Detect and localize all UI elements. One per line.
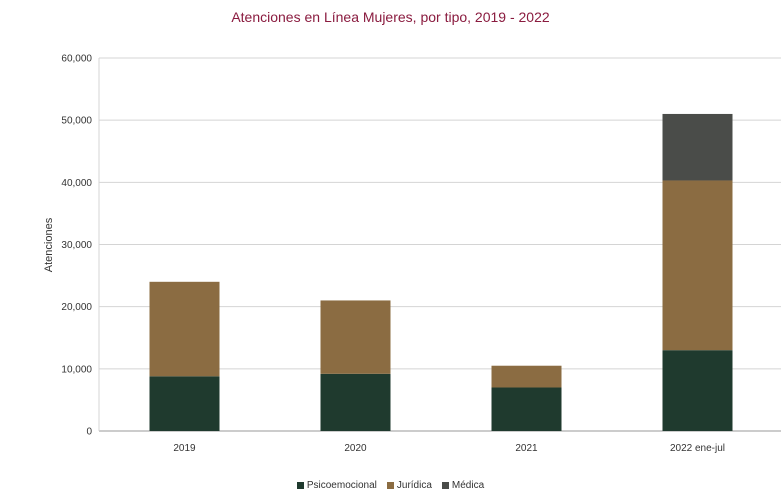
legend-label: Médica: [451, 480, 485, 491]
x-tick-label: 2019: [173, 443, 196, 454]
chart-title: Atenciones en Línea Mujeres, por tipo, 2…: [231, 9, 550, 25]
legend-item: Jurídica: [386, 480, 432, 491]
x-tick-label: 2020: [344, 443, 367, 454]
y-tick-label: 20,000: [61, 302, 92, 313]
bar-segment: [149, 376, 220, 431]
legend-swatch: [441, 482, 449, 489]
x-tick-layer: 2019 2020 2021 2022 ene-jul: [173, 443, 725, 454]
legend: Psicoemocional Jurídica Médica: [0, 480, 781, 491]
bar-segment: [662, 350, 733, 431]
bars-layer: [149, 113, 733, 431]
bar-segment: [149, 281, 220, 377]
y-tick-label: 30,000: [61, 240, 92, 251]
legend-item: Psicoemocional: [296, 480, 377, 491]
bar-segment: [662, 113, 733, 181]
legend-item: Médica: [441, 480, 485, 491]
legend-swatch: [296, 482, 304, 489]
legend-label: Psicoemocional: [306, 480, 377, 491]
y-tick-layer: 0 10,000 20,000 30,000 40,000 50,000 60,000: [61, 54, 92, 438]
bar-segment: [491, 365, 562, 388]
y-tick-label: 40,000: [61, 178, 92, 189]
y-tick-label: 10,000: [61, 364, 92, 375]
bar-segment: [320, 373, 391, 431]
bar-segment: [491, 387, 562, 431]
legend-label: Jurídica: [396, 480, 432, 491]
legend-swatch: [386, 482, 394, 489]
y-tick-label: 60,000: [61, 54, 92, 65]
x-tick-label: 2022 ene-jul: [670, 443, 725, 454]
y-tick-label: 50,000: [61, 116, 92, 127]
bar-segment: [662, 180, 733, 351]
y-tick-label: 0: [86, 427, 92, 438]
y-axis-title: Atenciones: [43, 217, 55, 272]
x-tick-label: 2021: [515, 443, 538, 454]
bar-segment: [320, 300, 391, 374]
